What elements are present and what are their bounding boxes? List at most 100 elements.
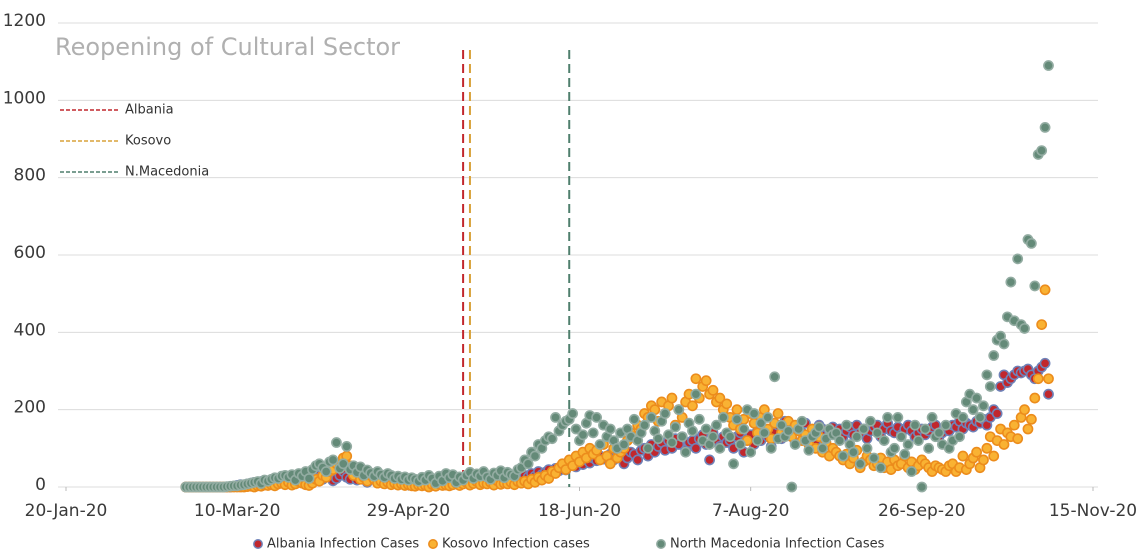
point (687, 400, 698, 412)
point (693, 413, 705, 425)
point (851, 431, 863, 443)
point (971, 392, 983, 404)
point (1022, 423, 1034, 435)
point (926, 411, 938, 423)
point (854, 458, 866, 470)
point (666, 392, 678, 404)
point (1012, 253, 1024, 265)
point (714, 442, 726, 454)
point (652, 433, 664, 445)
point (803, 444, 815, 456)
point (755, 417, 767, 429)
point (529, 450, 541, 462)
point (1005, 276, 1017, 288)
point (1039, 284, 1051, 296)
point (704, 454, 715, 466)
point (604, 423, 616, 435)
point (957, 450, 969, 462)
point (786, 481, 798, 493)
point (1012, 433, 1024, 445)
point (913, 435, 924, 446)
point (919, 423, 931, 435)
x-tick-label: 20-Jan-20 (25, 501, 108, 521)
point (522, 458, 534, 470)
point (687, 425, 698, 437)
point (971, 446, 983, 458)
point (1036, 319, 1048, 330)
x-tick-label: 15-Nov-20 (1049, 501, 1137, 521)
reopening-legend-label: N.Macedonia (125, 165, 209, 180)
point (1019, 404, 1030, 416)
point (1036, 145, 1048, 156)
point (988, 450, 1000, 462)
point (676, 431, 688, 443)
point (1029, 392, 1041, 404)
point (1032, 373, 1044, 385)
point (550, 411, 561, 423)
point (1039, 122, 1051, 133)
point (882, 411, 893, 423)
reopening-legend-label: Albania (125, 103, 174, 118)
point (758, 427, 770, 439)
point (700, 375, 712, 387)
point (327, 454, 339, 466)
point (594, 439, 606, 450)
point (916, 481, 928, 493)
y-tick-label: 1000 (3, 88, 46, 108)
legend-marker (656, 539, 666, 549)
point (998, 439, 1010, 450)
legend-marker (428, 539, 438, 549)
point (734, 439, 746, 450)
point (1008, 419, 1020, 431)
point (940, 419, 952, 431)
point (639, 419, 650, 431)
y-tick-label: 1200 (3, 11, 46, 31)
point (666, 437, 678, 448)
point (899, 448, 911, 460)
point (865, 415, 876, 427)
point (707, 431, 719, 443)
point (577, 429, 589, 441)
point (895, 431, 907, 443)
x-tick-label: 26-Sep-20 (878, 501, 966, 521)
point (680, 446, 692, 458)
point (303, 473, 315, 484)
point (738, 423, 750, 435)
point (988, 350, 1000, 361)
point (711, 419, 722, 431)
point (700, 423, 712, 435)
point (690, 373, 702, 385)
point (731, 404, 743, 416)
point (892, 411, 904, 423)
point (714, 392, 726, 404)
point (707, 384, 719, 396)
point (628, 413, 640, 425)
point (868, 452, 880, 464)
point (875, 462, 887, 474)
point (1019, 323, 1030, 334)
point (1043, 388, 1054, 400)
point (902, 439, 914, 450)
point (1025, 237, 1037, 249)
point (1039, 357, 1051, 369)
legend-label: Albania Infection Cases (267, 537, 419, 552)
x-tick-label: 10-Mar-20 (194, 501, 281, 521)
point (591, 411, 603, 423)
annotation-title: Reopening of Cultural Sector (55, 33, 400, 61)
point (546, 433, 558, 445)
point (645, 411, 657, 423)
point (765, 442, 777, 454)
point (731, 413, 743, 425)
y-tick-label: 200 (14, 398, 46, 418)
point (984, 381, 996, 392)
point (724, 431, 736, 443)
point (981, 369, 993, 381)
reopening-legend-label: Kosovo (125, 134, 171, 149)
legend-marker (253, 539, 263, 549)
point (998, 338, 1010, 350)
point (878, 435, 890, 446)
point (717, 411, 729, 423)
point (570, 423, 582, 435)
x-tick-label: 7-Aug-20 (712, 501, 790, 521)
y-tick-label: 400 (14, 320, 46, 340)
